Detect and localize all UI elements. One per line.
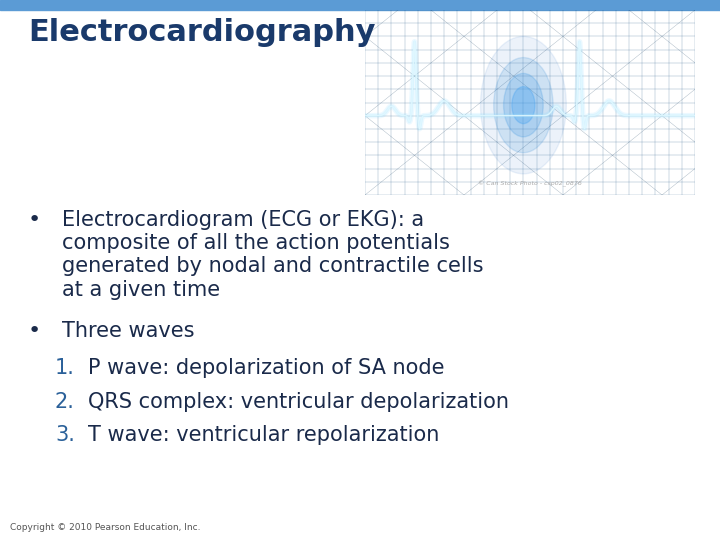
Text: at a given time: at a given time [62,280,220,300]
Text: 3.: 3. [55,425,75,445]
Text: composite of all the action potentials: composite of all the action potentials [62,233,450,253]
Text: Three waves: Three waves [62,321,194,341]
Text: generated by nodal and contractile cells: generated by nodal and contractile cells [62,256,484,276]
Text: 2.: 2. [55,392,75,411]
Text: Copyright © 2010 Pearson Education, Inc.: Copyright © 2010 Pearson Education, Inc. [10,523,200,532]
Text: QRS complex: ventricular depolarization: QRS complex: ventricular depolarization [88,392,509,411]
Circle shape [494,58,553,153]
Text: P wave: depolarization of SA node: P wave: depolarization of SA node [88,358,444,378]
Text: T wave: ventricular repolarization: T wave: ventricular repolarization [88,425,439,445]
Text: Electrocardiography: Electrocardiography [28,18,376,47]
Bar [0,0,720,10]
Text: •: • [28,321,41,341]
Text: © Can Stock Photo - csp02_0876: © Can Stock Photo - csp02_0876 [478,181,582,187]
Text: 1.: 1. [55,358,75,378]
Circle shape [512,86,535,124]
Text: •: • [28,210,41,230]
Circle shape [503,73,543,137]
Text: Electrocardiogram (ECG or EKG): a: Electrocardiogram (ECG or EKG): a [62,210,424,230]
Circle shape [480,36,567,174]
